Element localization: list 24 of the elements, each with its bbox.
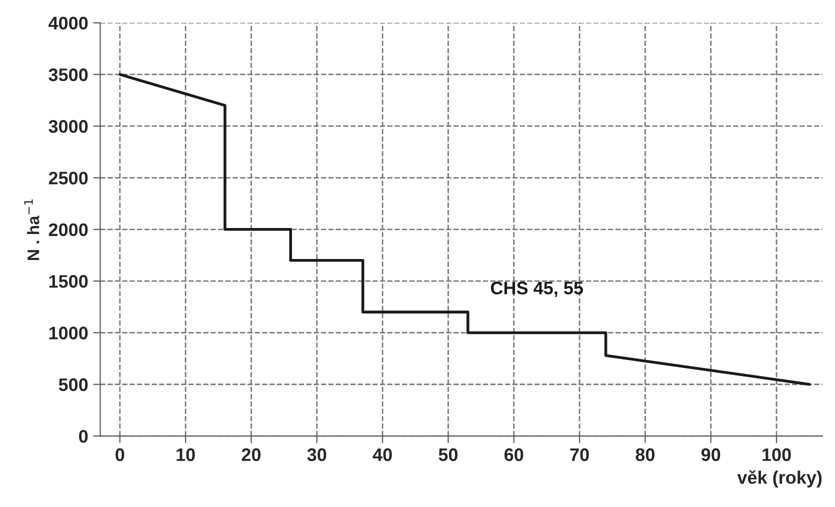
- x-tick-label: 0: [116, 448, 124, 462]
- x-tick-label: 40: [372, 448, 392, 462]
- x-tick-label: 10: [176, 448, 195, 462]
- y-tick-label: 500: [58, 378, 88, 392]
- y-tick-label: 2500: [48, 172, 88, 184]
- y-tick-label: 3000: [48, 120, 88, 133]
- x-tick-label: 70: [570, 448, 589, 462]
- y-tick-label: 2000: [48, 223, 88, 236]
- x-tick-label: 30: [307, 448, 326, 462]
- x-tick-label: 90: [701, 448, 720, 462]
- y-tick-label: 3500: [48, 68, 88, 82]
- y-tick-label: 1000: [49, 326, 88, 340]
- y-tick-label: 0: [79, 430, 88, 443]
- x-tick-label: 20: [242, 448, 261, 462]
- x-tick-label: 60: [504, 448, 524, 462]
- line-series: [118, 73, 811, 386]
- y-tick-label: 4000: [48, 16, 88, 30]
- series-label: CHS 45, 55: [490, 282, 584, 298]
- y-axis-title: N . ha$^{−1}$: [24, 199, 40, 260]
- x-axis-title: věk (roky): [737, 470, 822, 488]
- x-tick-label: 80: [636, 448, 654, 462]
- x-tick-label: 50: [438, 448, 458, 462]
- y-tick-label: 1500: [49, 275, 88, 288]
- x-tick-label: 100: [762, 448, 791, 462]
